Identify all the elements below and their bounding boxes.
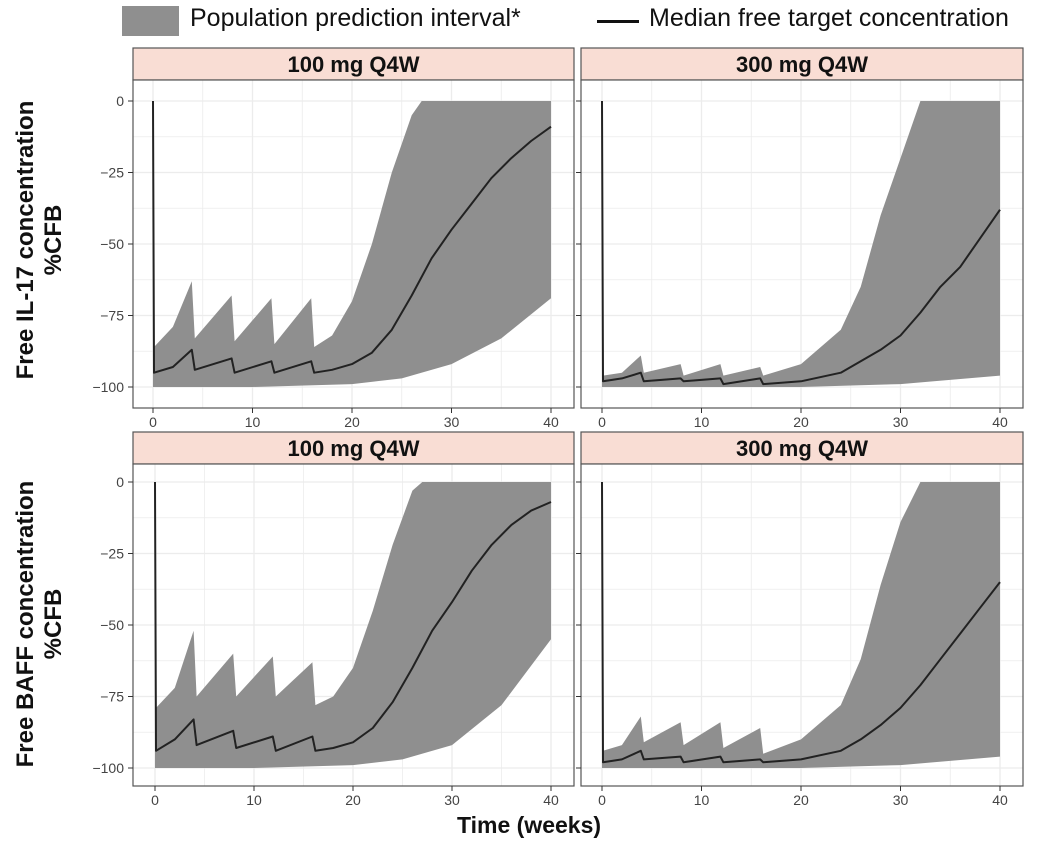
legend-line-swatch bbox=[597, 20, 639, 23]
x-tick-label: 20 bbox=[344, 414, 360, 430]
row-1-y-axis-label-text: Free IL-17 concentration %CFB bbox=[12, 100, 67, 380]
panel-4: 300 mg Q4W 0 10 20 30 40 bbox=[576, 431, 1024, 808]
x-tick-label: 0 bbox=[598, 792, 606, 808]
panel-title: 300 mg Q4W bbox=[736, 52, 868, 77]
x-tick-label: 10 bbox=[246, 792, 262, 808]
y-tick-label: −50 bbox=[100, 236, 124, 252]
median-line bbox=[601, 481, 1001, 764]
row-2-y-axis-label-text: Free BAFF concentration %CFB bbox=[12, 480, 67, 768]
y-tick-label: −75 bbox=[100, 689, 124, 705]
row-1-y-axis-label: Free IL-17 concentration %CFB bbox=[12, 101, 68, 380]
y-tick-label: −25 bbox=[100, 546, 124, 562]
y-tick-label: −75 bbox=[100, 308, 124, 324]
y-tick-label: 0 bbox=[116, 474, 124, 490]
median-line bbox=[154, 481, 552, 752]
y-tick-label: −50 bbox=[100, 617, 124, 633]
panel-title: 100 mg Q4W bbox=[287, 52, 419, 77]
panel-title: 100 mg Q4W bbox=[287, 436, 419, 461]
row-2-y-axis-label: Free BAFF concentration %CFB bbox=[12, 481, 68, 768]
x-tick-label: 0 bbox=[149, 414, 157, 430]
x-tick-label: 20 bbox=[793, 792, 809, 808]
y-tick-label: −25 bbox=[100, 165, 124, 181]
panel-1: 100 mg Q4W 0 10 20 30 40 0 −25 −50 −75 −100 bbox=[92, 47, 575, 430]
y-tick-label: 0 bbox=[116, 93, 124, 109]
panel-strip bbox=[580, 47, 1024, 81]
x-tick-label: 40 bbox=[543, 414, 559, 430]
x-tick-label: 30 bbox=[893, 792, 909, 808]
x-tick-label: 20 bbox=[345, 792, 361, 808]
x-tick-label: 10 bbox=[694, 792, 710, 808]
legend: Population prediction interval* Median f… bbox=[0, 0, 1058, 44]
legend-band-swatch bbox=[122, 6, 179, 36]
x-tick-label: 20 bbox=[793, 414, 809, 430]
median-line bbox=[601, 100, 1001, 386]
x-tick-label: 40 bbox=[543, 792, 559, 808]
x-tick-label: 0 bbox=[598, 414, 606, 430]
x-tick-label: 10 bbox=[245, 414, 261, 430]
panel-3: 100 mg Q4W 0 10 20 30 40 0 −25 −50 −75 −100 bbox=[92, 431, 575, 808]
y-tick-label: −100 bbox=[92, 760, 124, 776]
legend-band-label: Population prediction interval* bbox=[190, 4, 521, 32]
panel-2: 300 mg Q4W 0 10 20 30 40 bbox=[576, 47, 1024, 430]
x-tick-label: 30 bbox=[444, 414, 460, 430]
panel-title: 300 mg Q4W bbox=[736, 436, 868, 461]
x-tick-label: 30 bbox=[893, 414, 909, 430]
panel-strip bbox=[580, 431, 1024, 465]
prediction-interval-band bbox=[153, 101, 551, 387]
x-tick-label: 40 bbox=[992, 792, 1008, 808]
prediction-interval-band bbox=[602, 101, 1000, 387]
legend-line-label: Median free target concentration bbox=[649, 4, 1009, 32]
median-line bbox=[152, 100, 552, 374]
y-tick-label: −100 bbox=[92, 379, 124, 395]
x-tick-label: 0 bbox=[151, 792, 159, 808]
x-tick-label: 10 bbox=[694, 414, 710, 430]
x-tick-label: 40 bbox=[992, 414, 1008, 430]
prediction-interval-band bbox=[155, 482, 551, 768]
prediction-interval-band bbox=[602, 482, 1000, 768]
x-axis-label: Time (weeks) bbox=[456, 812, 602, 838]
x-tick-label: 30 bbox=[444, 792, 460, 808]
panel-strip bbox=[132, 431, 575, 465]
